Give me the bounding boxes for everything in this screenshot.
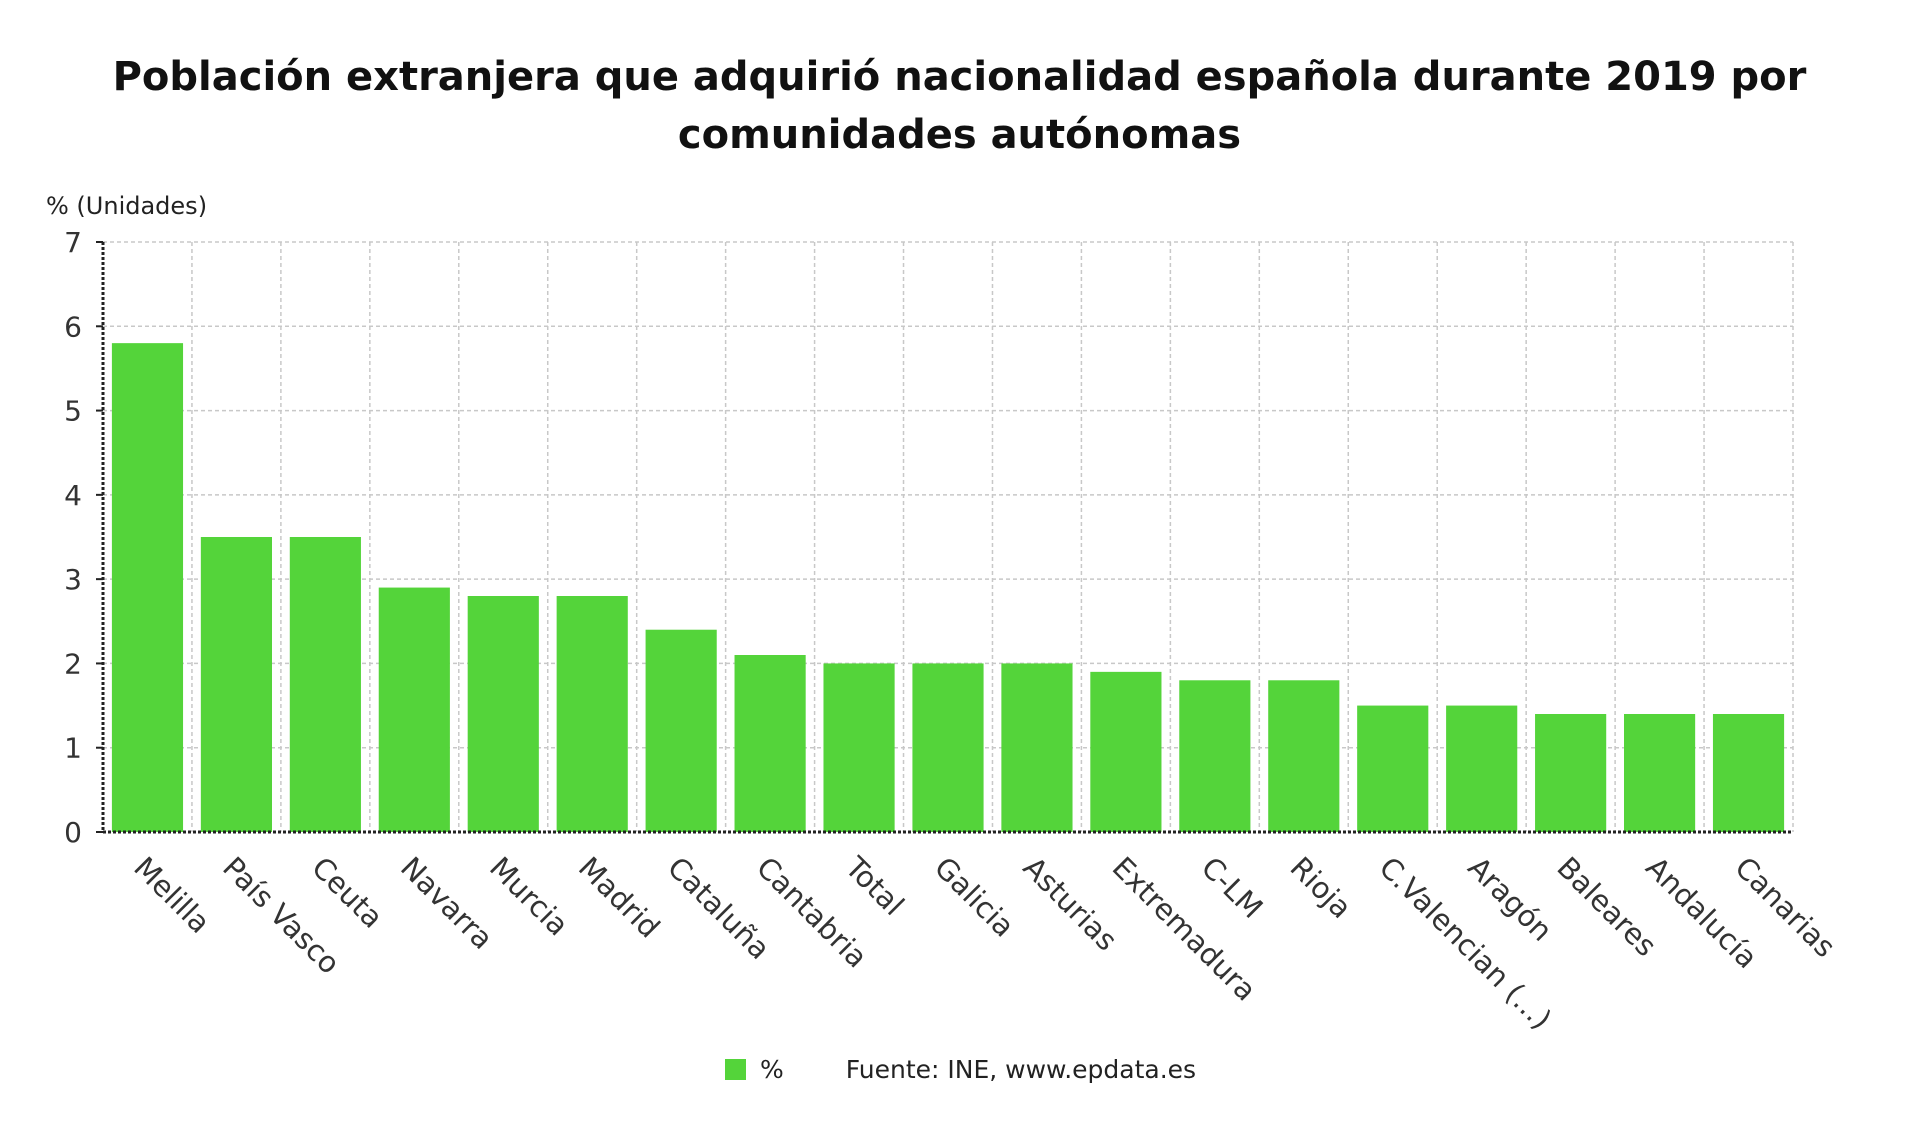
bars [111, 343, 1785, 832]
bar-5 [467, 596, 539, 832]
y-tick-label: 1 [64, 732, 82, 765]
y-tick-label: 6 [64, 310, 82, 343]
source-note: Fuente: INE, www.epdata.es [845, 1054, 1197, 1084]
category-label: Rioja [1284, 850, 1359, 925]
bar-2 [200, 537, 272, 832]
chart-title-line-2: comunidades autónomas [677, 112, 1242, 158]
y-tick-label: 0 [64, 816, 82, 849]
category-label: Melilla [127, 850, 217, 940]
y-tick-label: 5 [64, 395, 82, 428]
bar-1 [111, 343, 184, 832]
bar-12 [1090, 671, 1162, 832]
bar-9 [823, 663, 895, 832]
y-tick-label: 4 [64, 479, 82, 512]
y-tick-label: 7 [64, 226, 82, 259]
y-tick-label: 3 [64, 563, 82, 596]
y-axis-unit-label: % (Unidades) [46, 192, 208, 220]
bar-18 [1624, 714, 1696, 832]
bar-13 [1179, 680, 1251, 832]
category-label: Total [838, 849, 911, 922]
bar-19 [1712, 714, 1785, 832]
bar-4 [378, 587, 450, 832]
bar-10 [912, 663, 984, 832]
bar-3 [289, 537, 361, 832]
bar-6 [556, 596, 628, 832]
bar-14 [1268, 680, 1340, 832]
y-tick-labels: 0 1 2 3 4 5 6 7 [64, 226, 82, 849]
bar-8 [734, 655, 806, 832]
bar-17 [1535, 714, 1607, 832]
bar-16 [1446, 705, 1518, 832]
bar-7 [645, 629, 717, 832]
category-label: Ceuta [305, 850, 390, 935]
category-label: Madrid [572, 850, 666, 944]
chart-title: Población extranjera que adquirió nacion… [0, 48, 1919, 164]
category-label: Navarra [394, 850, 500, 956]
legend-series-label: % [760, 1054, 784, 1084]
bar-15 [1357, 705, 1429, 832]
axes [96, 241, 1793, 834]
legend-swatch [725, 1058, 746, 1080]
category-label: C-LM [1195, 850, 1270, 925]
chart-title-line-1: Población extranjera que adquirió nacion… [112, 54, 1807, 100]
category-label: Asturias [1017, 850, 1124, 957]
y-tick-label: 2 [64, 647, 82, 680]
grid-lines [103, 241, 1794, 832]
legend: % Fuente: INE, www.epdata.es [725, 1051, 1196, 1087]
bar-11 [1001, 663, 1073, 832]
category-label: Galicia [928, 850, 1021, 943]
